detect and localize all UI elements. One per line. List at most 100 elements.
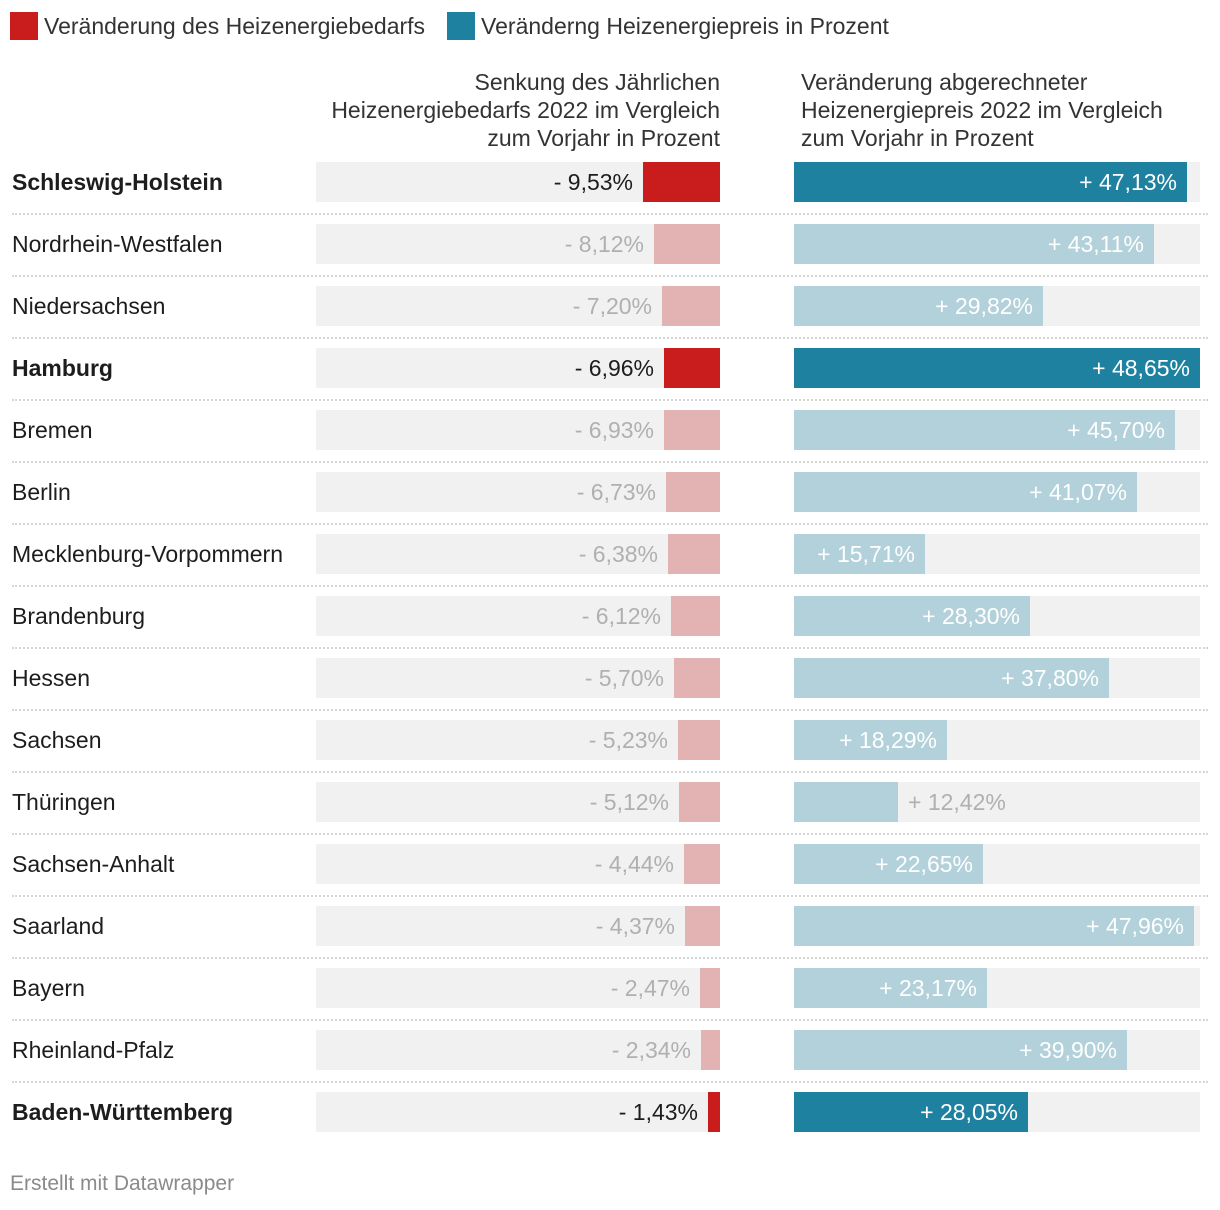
demand-bar xyxy=(662,286,720,326)
chart-row: Sachsen - 5,23% + 18,29% xyxy=(12,720,1208,782)
legend-swatch-price xyxy=(447,12,476,40)
row-separator xyxy=(12,1081,1208,1083)
price-bar xyxy=(794,906,1194,946)
demand-bar-track xyxy=(316,658,720,698)
price-bar xyxy=(794,472,1137,512)
demand-bar xyxy=(678,720,720,760)
price-bar xyxy=(794,782,898,822)
row-separator xyxy=(12,833,1208,835)
demand-value-label: - 4,44% xyxy=(594,851,674,877)
price-bar xyxy=(794,968,987,1008)
demand-bar xyxy=(708,1092,720,1132)
row-label: Hessen xyxy=(12,665,90,691)
row-label: Sachsen-Anhalt xyxy=(12,851,175,877)
row-label: Baden-Württemberg xyxy=(12,1099,234,1125)
legend-label-price: Veränderng Heizenergiepreis in Prozent xyxy=(481,12,889,39)
price-bar xyxy=(794,658,1109,698)
price-value-label: + 37,80% xyxy=(1001,665,1099,691)
footer-credit: Erstellt mit Datawrapper xyxy=(10,1172,235,1195)
demand-bar xyxy=(684,844,720,884)
demand-bar-track xyxy=(316,782,720,822)
row-separator xyxy=(12,647,1208,649)
chart-row: Sachsen-Anhalt - 4,44% + 22,65% xyxy=(12,844,1208,906)
price-bar xyxy=(794,1030,1127,1070)
row-label: Hamburg xyxy=(12,355,113,381)
price-bar xyxy=(794,1092,1028,1132)
demand-value-label: - 7,20% xyxy=(572,293,652,319)
demand-bar-track xyxy=(316,348,720,388)
price-value-label: + 48,65% xyxy=(1092,355,1190,381)
row-label: Berlin xyxy=(12,479,71,505)
demand-bar-track xyxy=(316,286,720,326)
row-separator xyxy=(12,585,1208,587)
demand-bar xyxy=(664,410,720,450)
price-value-label: + 18,29% xyxy=(839,727,937,753)
demand-bar xyxy=(654,224,720,264)
row-separator xyxy=(12,895,1208,897)
demand-bar xyxy=(664,348,720,388)
demand-bar xyxy=(666,472,720,512)
chart-row: Hamburg - 6,96% + 48,65% xyxy=(12,348,1208,410)
price-bar xyxy=(794,534,925,574)
demand-bar xyxy=(674,658,720,698)
price-bar xyxy=(794,410,1175,450)
price-value-label: + 43,11% xyxy=(1047,231,1144,257)
demand-value-label: - 9,53% xyxy=(553,169,633,195)
price-value-label: + 47,96% xyxy=(1086,913,1184,939)
row-label: Mecklenburg-Vorpommern xyxy=(12,541,284,567)
price-bar xyxy=(794,844,983,884)
demand-bar xyxy=(685,906,720,946)
legend: Veränderung des Heizenergiebedarfs Verän… xyxy=(10,12,911,40)
legend-label-demand: Veränderung des Heizenergiebedarfs xyxy=(44,12,426,39)
chart-row: Berlin - 6,73% + 41,07% xyxy=(12,472,1208,534)
price-value-label: + 28,30% xyxy=(922,603,1020,629)
row-separator xyxy=(12,275,1208,277)
chart-row: Niedersachsen - 7,20% + 29,82% xyxy=(12,286,1208,348)
demand-bar-track xyxy=(316,410,720,450)
demand-value-label: - 8,12% xyxy=(564,231,644,257)
demand-bar-track xyxy=(316,968,720,1008)
demand-bar xyxy=(679,782,720,822)
row-separator xyxy=(12,399,1208,401)
chart-row: Nordrhein-Westfalen - 8,12% + 43,11% xyxy=(12,224,1208,286)
column-header-price: Veränderung abgerechneter Heizenergiepre… xyxy=(801,69,1163,151)
price-value-label: + 45,70% xyxy=(1067,417,1165,443)
row-label: Bayern xyxy=(12,975,85,1001)
price-value-label: + 28,05% xyxy=(920,1099,1018,1125)
price-value-label: + 23,17% xyxy=(879,975,977,1001)
demand-bar xyxy=(668,534,720,574)
demand-bar-track xyxy=(316,534,720,574)
legend-item-demand: Veränderung des Heizenergiebedarfs xyxy=(10,12,425,40)
chart-row: Baden-Württemberg - 1,43% + 28,05% xyxy=(12,1092,1208,1154)
demand-bar-track xyxy=(316,1092,720,1132)
demand-value-label: - 6,38% xyxy=(578,541,658,567)
row-label: Nordrhein-Westfalen xyxy=(12,231,223,257)
chart-row: Saarland - 4,37% + 47,96% xyxy=(12,906,1208,968)
price-value-label: + 41,07% xyxy=(1029,479,1127,505)
demand-value-label: - 5,12% xyxy=(589,789,669,815)
chart-row: Brandenburg - 6,12% + 28,30% xyxy=(12,596,1208,658)
row-separator xyxy=(12,523,1208,525)
demand-value-label: - 5,23% xyxy=(588,727,668,753)
demand-bar-track xyxy=(316,224,720,264)
row-separator xyxy=(12,957,1208,959)
row-label: Thüringen xyxy=(12,789,116,815)
price-bar xyxy=(794,348,1200,388)
price-value-label: + 12,42% xyxy=(908,789,1006,815)
price-value-label: + 29,82% xyxy=(935,293,1033,319)
row-label: Schleswig-Holstein xyxy=(12,169,223,195)
legend-item-price: Veränderng Heizenergiepreis in Prozent xyxy=(447,12,889,40)
row-label: Rheinland-Pfalz xyxy=(12,1037,175,1063)
price-value-label: + 15,71% xyxy=(817,541,915,567)
row-separator xyxy=(12,337,1208,339)
demand-bar-track xyxy=(316,596,720,636)
price-value-label: + 22,65% xyxy=(875,851,973,877)
demand-value-label: - 1,43% xyxy=(618,1099,698,1125)
demand-value-label: - 6,93% xyxy=(574,417,654,443)
demand-bar-track xyxy=(316,844,720,884)
chart-row: Hessen - 5,70% + 37,80% xyxy=(12,658,1208,720)
price-value-label: + 47,13% xyxy=(1079,169,1177,195)
row-separator xyxy=(12,771,1208,773)
chart-row: Bayern - 2,47% + 23,17% xyxy=(12,968,1208,1030)
legend-swatch-demand xyxy=(10,12,38,40)
